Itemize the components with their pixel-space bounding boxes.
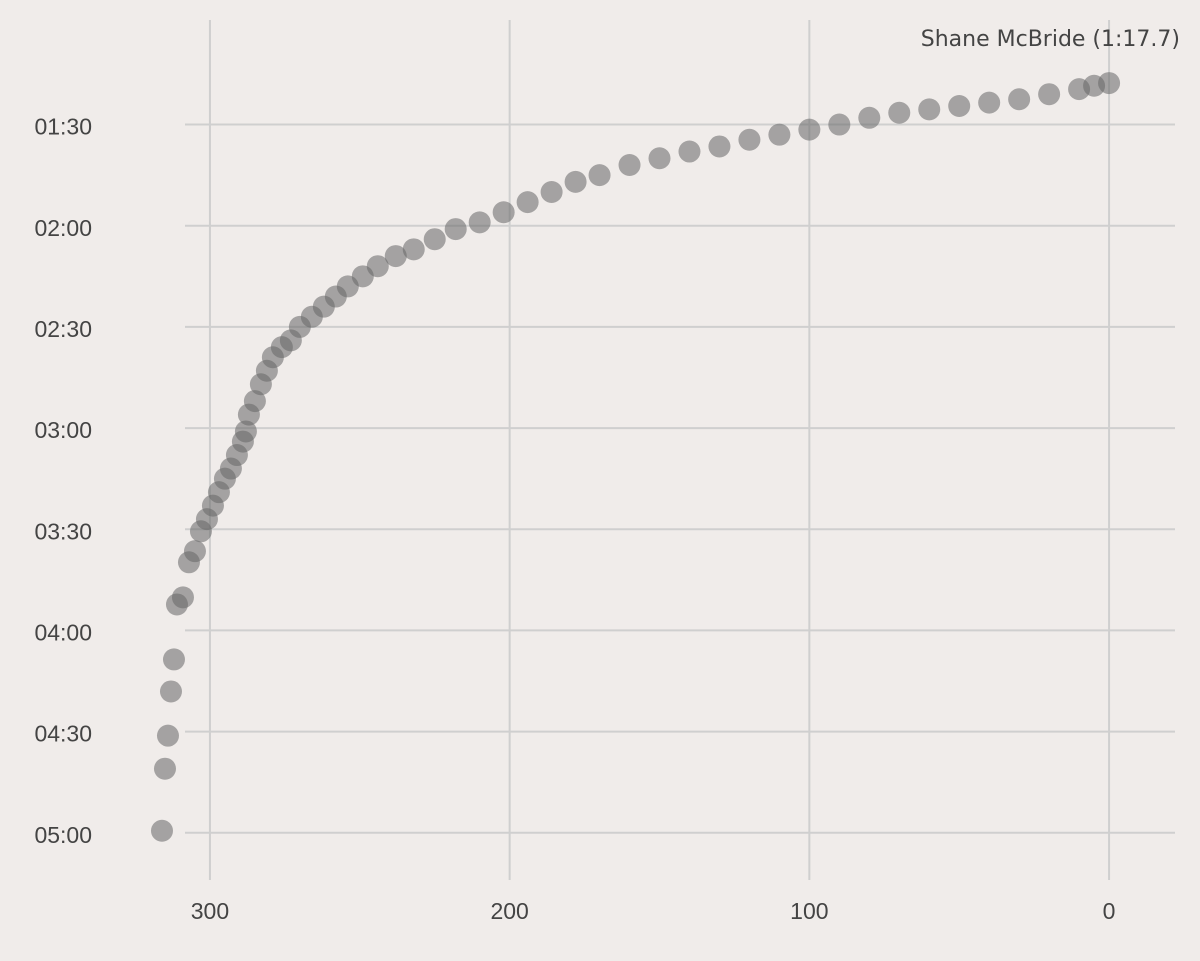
point bbox=[171, 586, 194, 609]
point bbox=[156, 724, 179, 747]
x-tick-label: 300 bbox=[191, 898, 229, 924]
point bbox=[492, 201, 515, 224]
point bbox=[948, 95, 971, 117]
point bbox=[1098, 72, 1121, 95]
point bbox=[588, 164, 611, 187]
y-tick-label: 01:30 bbox=[34, 114, 92, 140]
point bbox=[858, 106, 881, 129]
y-tick-label: 04:30 bbox=[34, 721, 92, 747]
point bbox=[708, 135, 731, 158]
point bbox=[150, 819, 173, 842]
y-tick-label: 04:00 bbox=[34, 620, 92, 646]
x-tick-label: 200 bbox=[490, 898, 528, 924]
point bbox=[768, 123, 791, 146]
point bbox=[978, 91, 1001, 114]
point bbox=[423, 228, 446, 251]
point bbox=[828, 113, 851, 136]
y-tick-label: 03:30 bbox=[34, 518, 92, 544]
point bbox=[540, 181, 563, 203]
point bbox=[384, 245, 407, 268]
x-tick-label: 0 bbox=[1103, 898, 1116, 924]
point bbox=[648, 147, 671, 170]
y-tick-label: 02:30 bbox=[34, 316, 92, 342]
point bbox=[918, 98, 941, 121]
x-tick-label: 100 bbox=[790, 898, 828, 924]
point bbox=[159, 680, 182, 703]
point bbox=[243, 390, 266, 413]
point bbox=[678, 140, 701, 163]
point bbox=[402, 238, 425, 261]
point bbox=[516, 191, 539, 214]
point bbox=[444, 218, 467, 241]
annotation: Shane McBride (1:17.7) bbox=[921, 27, 1180, 52]
y-tick-label: 03:00 bbox=[34, 417, 92, 443]
point bbox=[1038, 83, 1061, 106]
point bbox=[888, 101, 911, 124]
point bbox=[234, 420, 257, 443]
point bbox=[1008, 88, 1031, 111]
point bbox=[798, 118, 821, 141]
point bbox=[564, 170, 587, 193]
point bbox=[618, 154, 641, 177]
y-tick-label: 05:00 bbox=[34, 822, 92, 848]
y-tick-label: 02:00 bbox=[34, 215, 92, 241]
point bbox=[183, 540, 206, 563]
point bbox=[162, 648, 185, 671]
point bbox=[738, 128, 761, 151]
point bbox=[468, 211, 491, 234]
point bbox=[153, 757, 176, 780]
point bbox=[366, 255, 389, 278]
